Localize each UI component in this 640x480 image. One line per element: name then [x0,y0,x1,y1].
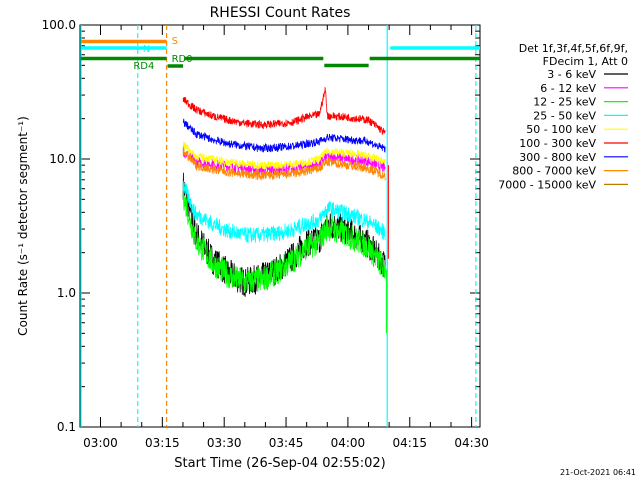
y-tick-label: 100.0 [42,18,76,32]
x-tick-label: 03:15 [145,436,180,450]
legend-entry-label: 6 - 12 keV [540,82,596,95]
x-tick-label: 03:30 [207,436,242,450]
series-line [182,87,386,135]
series-line [182,146,386,181]
legend-header: FDecim 1, Att 0 [543,55,628,68]
attenuator-label: N [143,44,150,55]
x-axis: 03:00 03:15 03:30 03:45 04:00 04:15 04:30 [83,25,489,450]
x-tick-label: 03:45 [269,436,304,450]
attenuator-bars: S N RD4 RD0 [81,36,480,72]
legend-entry-label: 7000 - 15000 keV [498,178,596,191]
attenuator-label: RD0 [172,54,193,65]
chart-title: RHESSI Count Rates [210,5,351,21]
legend-header: Det 1f,3f,4f,5f,6f,9f, [519,42,628,55]
y-axis: 0.1 1.0 10.0 100.0 [42,18,480,434]
legend-entry-label: 12 - 25 keV [533,96,596,109]
legend-entry-label: 3 - 6 keV [547,68,596,81]
vertical-markers [80,25,477,427]
y-tick-label: 0.1 [57,420,76,434]
legend-entry-label: 300 - 800 keV [519,151,596,164]
legend: Det 1f,3f,4f,5f,6f,9f,FDecim 1, Att 03 -… [498,42,628,191]
legend-entry-label: 100 - 300 keV [519,137,596,150]
attenuator-label: RD4 [133,61,154,72]
legend-entry-label: 50 - 100 keV [526,123,596,136]
x-tick-label: 04:30 [454,436,489,450]
x-tick-label: 03:00 [83,436,118,450]
legend-entry-label: 25 - 50 keV [533,109,596,122]
attenuator-label: S [172,36,178,47]
x-tick-label: 04:00 [331,436,366,450]
series-line [182,118,386,154]
legend-entry-label: 800 - 7000 keV [512,165,596,178]
y-axis-label: Count Rate (s⁻¹ detector segment⁻¹) [16,116,30,336]
series-layer [182,87,389,334]
x-axis-label: Start Time (26-Sep-04 02:55:02) [174,456,385,471]
series-line [182,180,386,243]
series-line [182,182,386,293]
x-tick-label: 04:15 [392,436,427,450]
plot-frame [79,24,481,428]
series-line [182,141,386,170]
footer-timestamp: 21-Oct-2021 06:41 [560,468,636,477]
y-tick-label: 1.0 [57,286,76,300]
y-tick-label: 10.0 [49,152,76,166]
